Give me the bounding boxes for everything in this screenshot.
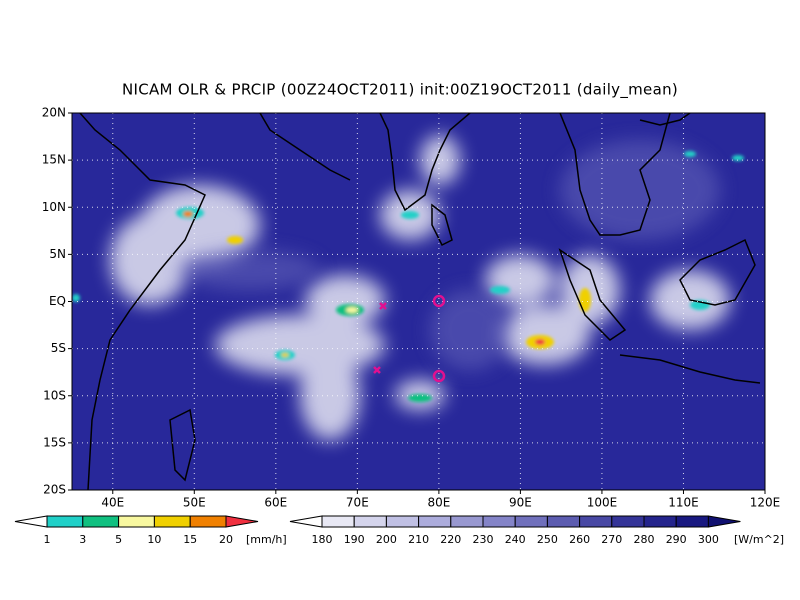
lon-label: 70E [346,496,369,510]
lon-label: 90E [509,496,532,510]
colorbar-label: 270 [601,533,622,546]
colorbar-box [482,515,516,528]
lat-label: 20S [43,483,66,497]
colorbar-box [450,515,484,528]
lon-label: 120E [750,496,781,510]
lat-label: 15N [42,153,66,167]
colorbar-box [579,515,613,528]
colorbar-box [153,515,191,528]
colorbar-arrow [289,515,323,528]
colorbar-unit: [mm/h] [246,533,287,546]
colorbar-label: 15 [183,533,197,546]
colorbar-box [46,515,84,528]
colorbar-box [118,515,155,528]
colorbar-box [321,515,355,528]
colorbar-box [353,515,387,528]
x-marker [373,302,387,374]
grid [72,113,765,490]
colorbar-box [385,515,420,528]
colorbar-label: 240 [505,533,526,546]
circle-marker [432,294,446,308]
map-title: NICAM OLR & PRCIP (00Z24OCT2011) init:00… [122,81,678,100]
colorbar-box [675,515,709,528]
colorbar-label: 230 [473,533,494,546]
colorbar-label: 180 [312,533,333,546]
colorbar-arrow [707,515,741,528]
colorbar-label: 1 [44,533,51,546]
colorbar-label: 300 [698,533,719,546]
colorbar-box [643,515,677,528]
colorbar-label: 250 [537,533,558,546]
map-field [72,113,765,490]
colorbar-label: 10 [147,533,161,546]
lon-label: 110E [668,496,699,510]
lon-label: 100E [587,496,618,510]
colorbar-label: 20 [219,533,233,546]
colorbar-box [546,515,581,528]
colorbar-label: 3 [79,533,86,546]
colorbar-label: 280 [634,533,655,546]
lat-label: 15S [43,435,66,449]
colorbar-label: 210 [408,533,429,546]
colorbar-box [189,515,227,528]
lat-label: EQ [49,294,66,308]
colorbar-box [514,515,548,528]
circle-marker [432,369,446,383]
colorbar-unit: [W/m^2] [734,533,784,546]
lat-label: 5S [51,341,66,355]
colorbar-label: 200 [376,533,397,546]
colorbar-box [418,515,452,528]
colorbar-box [611,515,645,528]
lon-label: 80E [427,496,450,510]
markers [373,294,446,383]
colorbar-label: 190 [344,533,365,546]
lat-label: 5N [49,247,66,261]
colorbar-label: 220 [440,533,461,546]
colorbar-label: 290 [666,533,687,546]
lat-label: 10N [42,200,66,214]
colorbar-arrow [225,515,259,528]
lat-label: 10S [43,388,66,402]
lon-label: 50E [183,496,206,510]
colorbar-label: 260 [569,533,590,546]
lon-label: 40E [101,496,124,510]
lon-label: 60E [264,496,287,510]
lat-label: 20N [42,106,66,120]
colorbar-label: 5 [115,533,122,546]
colorbar-box [82,515,120,528]
colorbar-arrow [14,515,48,528]
